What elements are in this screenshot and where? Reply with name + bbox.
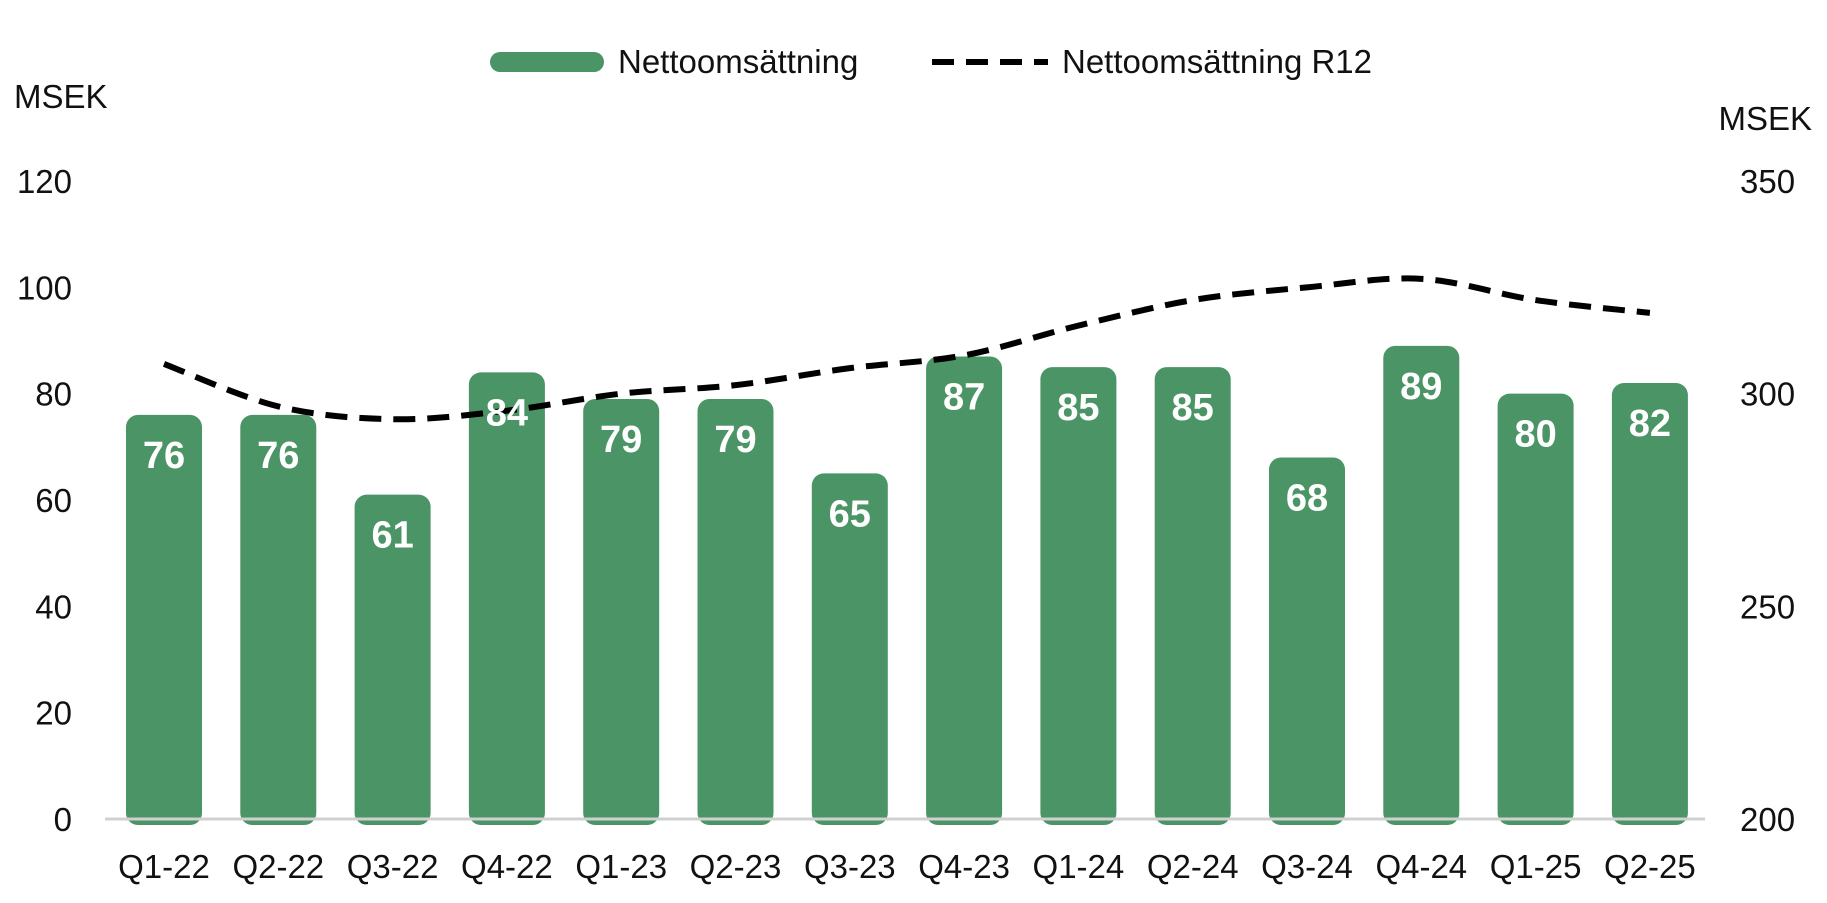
r12-line — [162, 275, 1651, 423]
legend-label-bar: Nettoomsättning — [618, 43, 858, 80]
bar-value-label: 80 — [1514, 414, 1556, 456]
bar-value-label: 76 — [143, 435, 185, 477]
bar — [583, 398, 660, 825]
x-axis-tick-label: Q2-23 — [690, 848, 782, 885]
x-axis-tick-label: Q2-25 — [1604, 848, 1696, 885]
bar — [1383, 345, 1460, 825]
left-axis-tick-label: 20 — [35, 695, 72, 732]
bar-value-label: 79 — [714, 419, 756, 461]
bar-value-label: 85 — [1172, 387, 1214, 429]
left-axis-unit: MSEK — [14, 78, 108, 115]
x-axis-tick-label: Q1-23 — [575, 848, 667, 885]
bar — [811, 473, 888, 825]
bar-value-label: 65 — [829, 493, 871, 535]
x-axis-tick-label: Q4-22 — [461, 848, 553, 885]
right-axis-tick-label: 350 — [1740, 163, 1795, 200]
bar-value-label: 68 — [1286, 477, 1328, 519]
bar — [1269, 457, 1345, 825]
left-axis-tick-label: 40 — [35, 588, 72, 625]
bar-value-label: 84 — [486, 392, 528, 434]
bar — [926, 356, 1003, 825]
bar — [1497, 393, 1574, 825]
x-axis-tick-label: Q3-22 — [347, 848, 439, 885]
right-axis-ticks: 200 250 300 350 — [1740, 163, 1795, 838]
left-axis-tick-label: 80 — [35, 376, 72, 413]
x-axis-tick-label: Q3-24 — [1261, 848, 1353, 885]
x-axis-tick-label: Q2-22 — [232, 848, 324, 885]
x-axis-ticks: Q1-22 Q2-22 Q3-22 Q4-22 Q1-23 Q2-23 Q3-23 Q4-23… — [118, 848, 1696, 885]
bar-value-label: 76 — [257, 435, 299, 477]
right-axis-unit: MSEK — [1718, 100, 1812, 137]
legend-label-line: Nettoomsättning R12 — [1062, 43, 1372, 80]
bar-value-label: 82 — [1629, 403, 1671, 445]
left-axis-tick-label: 0 — [54, 801, 72, 838]
x-axis-tick-label: Q2-24 — [1147, 848, 1239, 885]
bar-labels: 76 76 61 84 79 79 65 87 85 85 68 89 80 82 — [143, 366, 1671, 557]
right-axis-tick-label: 300 — [1740, 376, 1795, 413]
bar — [354, 494, 431, 825]
left-axis-tick-label: 100 — [17, 269, 72, 306]
x-axis-tick-label: Q4-24 — [1375, 848, 1467, 885]
bar-value-label: 87 — [943, 376, 985, 418]
bar — [697, 398, 774, 825]
bar-value-label: 85 — [1057, 387, 1099, 429]
x-axis-tick-label: Q1-22 — [118, 848, 210, 885]
left-axis-tick-label: 60 — [35, 482, 72, 519]
x-axis-tick-label: Q1-25 — [1490, 848, 1582, 885]
bars — [126, 345, 1688, 825]
x-axis-tick-label: Q3-23 — [804, 848, 896, 885]
x-axis-tick-label: Q1-24 — [1033, 848, 1125, 885]
bar — [240, 414, 317, 825]
left-axis-tick-label: 120 — [17, 163, 72, 200]
bar-value-label: 89 — [1400, 366, 1442, 408]
bar — [1611, 383, 1688, 825]
bar — [126, 414, 202, 825]
right-axis-tick-label: 250 — [1740, 588, 1795, 625]
bar — [1040, 367, 1117, 825]
left-axis-ticks: 0 20 40 60 80 100 120 — [17, 163, 72, 838]
right-axis-tick-label: 200 — [1740, 801, 1795, 838]
bar-value-label: 61 — [371, 515, 413, 557]
legend: Nettoomsättning Nettoomsättning R12 — [490, 43, 1372, 80]
bar — [1154, 367, 1231, 825]
bar-value-label: 79 — [600, 419, 642, 461]
x-axis-tick-label: Q4-23 — [918, 848, 1010, 885]
legend-swatch-bar — [490, 52, 604, 72]
bar — [468, 372, 545, 825]
